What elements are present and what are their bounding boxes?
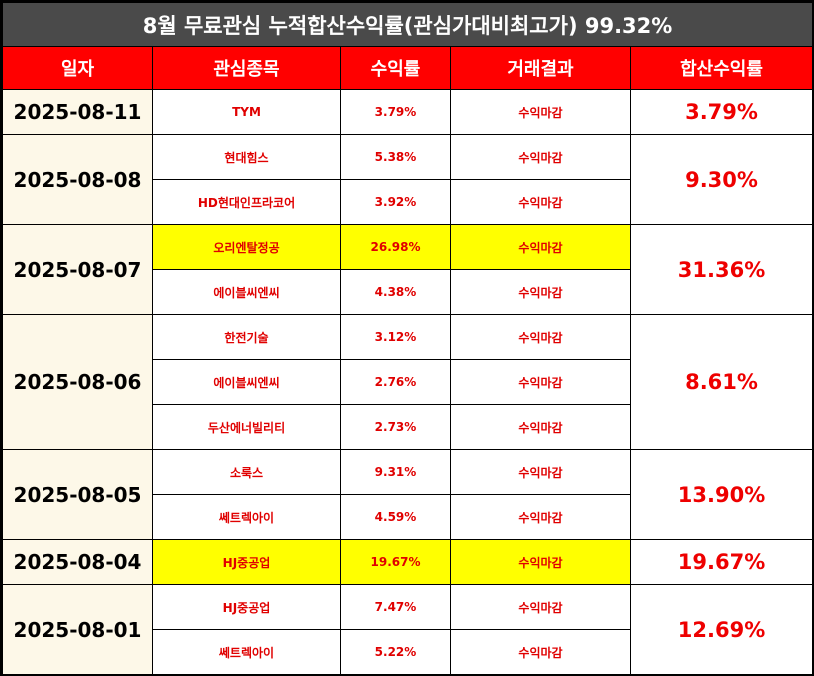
rate-cell: 19.67%: [340, 539, 451, 585]
table-row: HD현대인프라코어 3.92% 수익마감: [3, 179, 813, 225]
result-cell: 수익마감: [450, 89, 631, 135]
header-date: 일자: [2, 46, 153, 90]
table-row: 에이블씨엔씨 2.76% 수익마감: [3, 359, 813, 405]
table-row: 2025-08-08 현대힘스 5.38% 수익마감 9.30%: [2, 134, 814, 225]
table-body: 2025-08-11 TYM 3.79% 수익마감 3.79% 2025-08-08 현대힘…: [2, 89, 814, 675]
total-cell: 31.36%: [629, 224, 814, 315]
result-cell: 수익마감: [450, 359, 631, 405]
rate-cell: 4.59%: [340, 494, 451, 540]
stock-cell: 에이블씨엔씨: [152, 359, 341, 405]
stock-cell: 쎄트렉아이: [152, 629, 341, 675]
stock-cell: HJ중공업: [152, 539, 341, 585]
table-title: 8월 무료관심 누적합산수익률(관심가대비최고가) 99.32%: [1, 2, 814, 47]
result-cell: 수익마감: [450, 539, 631, 585]
table-row: 두산에너빌리티 2.73% 수익마감: [3, 404, 813, 450]
result-cell: 수익마감: [450, 269, 631, 315]
date-cell: 2025-08-07: [2, 224, 153, 315]
total-cell: 19.67%: [629, 539, 814, 585]
stock-cell: 오리엔탈정공: [152, 224, 341, 270]
rate-cell: 26.98%: [340, 224, 451, 270]
total-cell: 8.61%: [629, 314, 814, 450]
rate-cell: 5.38%: [340, 134, 451, 180]
stock-cell: 에이블씨엔씨: [152, 269, 341, 315]
stock-cell: 현대힘스: [152, 134, 341, 180]
stock-cell: HJ중공업: [152, 584, 341, 630]
table-row: 2025-08-01 HJ중공업 7.47% 수익마감 12.69%: [2, 584, 814, 675]
date-cell: 2025-08-11: [2, 89, 153, 135]
stock-cell: TYM: [152, 89, 341, 135]
header-stock: 관심종목: [152, 46, 341, 90]
rate-cell: 3.12%: [340, 314, 451, 360]
header-result: 거래결과: [450, 46, 631, 90]
stock-cell: HD현대인프라코어: [152, 179, 341, 225]
result-cell: 수익마감: [450, 629, 631, 675]
header-row: 일자 관심종목 수익률 거래결과 합산수익률: [2, 46, 814, 90]
table-row: 2025-08-07 오리엔탈정공 26.98% 수익마감 31.36%: [2, 224, 814, 315]
total-cell: 3.79%: [629, 89, 814, 135]
total-cell: 13.90%: [629, 449, 814, 540]
total-cell: 12.69%: [629, 584, 814, 675]
header-total: 합산수익률: [629, 46, 814, 90]
rate-cell: 3.79%: [340, 89, 451, 135]
stock-cell: 한전기술: [152, 314, 341, 360]
total-cell: 9.30%: [629, 134, 814, 225]
table-row: 2025-08-11 TYM 3.79% 수익마감 3.79%: [2, 89, 814, 135]
table-row: 쎄트렉아이 4.59% 수익마감: [3, 494, 813, 540]
date-cell: 2025-08-01: [2, 584, 153, 675]
date-cell: 2025-08-08: [2, 134, 153, 225]
date-cell: 2025-08-06: [2, 314, 153, 450]
table-row: 2025-08-04 HJ중공업 19.67% 수익마감 19.67%: [2, 539, 814, 585]
rate-cell: 7.47%: [340, 584, 451, 630]
result-cell: 수익마감: [450, 404, 631, 450]
stock-cell: 소룩스: [152, 449, 341, 495]
result-cell: 수익마감: [450, 224, 631, 270]
result-cell: 수익마감: [450, 134, 631, 180]
rate-cell: 5.22%: [340, 629, 451, 675]
table-row: 쎄트렉아이 5.22% 수익마감: [3, 629, 813, 675]
date-cell: 2025-08-04: [2, 539, 153, 585]
rate-cell: 2.76%: [340, 359, 451, 405]
rate-cell: 4.38%: [340, 269, 451, 315]
stock-cell: 쎄트렉아이: [152, 494, 341, 540]
rate-cell: 2.73%: [340, 404, 451, 450]
table-row: 2025-08-05 소룩스 9.31% 수익마감 13.90%: [2, 449, 814, 540]
rate-cell: 9.31%: [340, 449, 451, 495]
result-cell: 수익마감: [450, 314, 631, 360]
rate-cell: 3.92%: [340, 179, 451, 225]
date-cell: 2025-08-05: [2, 449, 153, 540]
table-row: 2025-08-06 한전기술 3.12% 수익마감 8.61%: [2, 314, 814, 450]
table-row: 에이블씨엔씨 4.38% 수익마감: [3, 269, 813, 315]
result-cell: 수익마감: [450, 179, 631, 225]
stock-cell: 두산에너빌리티: [152, 404, 341, 450]
result-cell: 수익마감: [450, 449, 631, 495]
result-cell: 수익마감: [450, 584, 631, 630]
result-cell: 수익마감: [450, 494, 631, 540]
header-rate: 수익률: [340, 46, 451, 90]
